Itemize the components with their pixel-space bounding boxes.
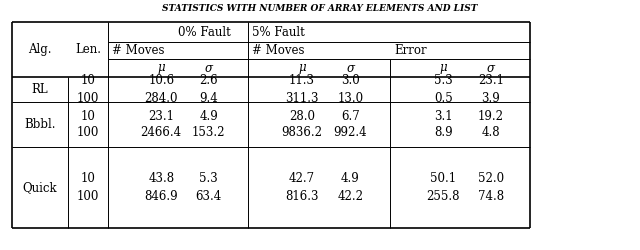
Text: 153.2: 153.2 [192, 126, 225, 140]
Text: Alg.: Alg. [28, 43, 52, 56]
Text: 10: 10 [81, 172, 95, 186]
Text: 3.0: 3.0 [341, 74, 360, 88]
Text: 100: 100 [77, 190, 99, 202]
Text: 10: 10 [81, 74, 95, 88]
Text: 74.8: 74.8 [477, 190, 504, 202]
Text: 100: 100 [77, 126, 99, 140]
Text: 992.4: 992.4 [333, 126, 367, 140]
Text: 13.0: 13.0 [337, 92, 364, 104]
Text: 6.7: 6.7 [341, 110, 360, 122]
Text: 50.1: 50.1 [430, 172, 456, 186]
Text: 63.4: 63.4 [196, 190, 222, 202]
Text: 284.0: 284.0 [145, 92, 178, 104]
Text: 4.9: 4.9 [200, 110, 218, 122]
Text: STATISTICS WITH NUMBER OF ARRAY ELEMENTS AND LIST: STATISTICS WITH NUMBER OF ARRAY ELEMENTS… [163, 4, 477, 13]
Text: 10: 10 [81, 110, 95, 122]
Text: # Moves: # Moves [112, 44, 164, 57]
Text: 9.4: 9.4 [200, 92, 218, 104]
Text: 2.6: 2.6 [200, 74, 218, 88]
Text: 42.7: 42.7 [289, 172, 315, 186]
Text: 42.2: 42.2 [337, 190, 364, 202]
Text: Error: Error [394, 44, 427, 57]
Text: 52.0: 52.0 [477, 172, 504, 186]
Text: Bbbl.: Bbbl. [24, 118, 56, 131]
Text: 2466.4: 2466.4 [141, 126, 182, 140]
Text: 10.6: 10.6 [148, 74, 174, 88]
Text: 28.0: 28.0 [289, 110, 315, 122]
Text: 11.3: 11.3 [289, 74, 315, 88]
Text: 8.9: 8.9 [434, 126, 452, 140]
Text: 23.1: 23.1 [478, 74, 504, 88]
Text: σ: σ [205, 62, 212, 74]
Text: 100: 100 [77, 92, 99, 104]
Text: 3.9: 3.9 [481, 92, 500, 104]
Text: 0% Fault: 0% Fault [178, 26, 231, 38]
Text: μ: μ [298, 62, 306, 74]
Text: σ: σ [487, 62, 495, 74]
Text: 816.3: 816.3 [285, 190, 319, 202]
Text: 0.5: 0.5 [434, 92, 452, 104]
Text: 311.3: 311.3 [285, 92, 319, 104]
Text: 846.9: 846.9 [145, 190, 178, 202]
Text: 4.9: 4.9 [341, 172, 360, 186]
Text: 43.8: 43.8 [148, 172, 174, 186]
Text: Len.: Len. [75, 43, 101, 56]
Text: σ: σ [346, 62, 355, 74]
Text: 3.1: 3.1 [434, 110, 452, 122]
Text: 4.8: 4.8 [481, 126, 500, 140]
Text: 5% Fault: 5% Fault [252, 26, 305, 38]
Text: 255.8: 255.8 [426, 190, 460, 202]
Text: Quick: Quick [22, 181, 58, 194]
Text: 19.2: 19.2 [478, 110, 504, 122]
Text: RL: RL [32, 83, 48, 96]
Text: 23.1: 23.1 [148, 110, 174, 122]
Text: # Moves: # Moves [252, 44, 305, 57]
Text: 9836.2: 9836.2 [282, 126, 323, 140]
Text: 5.3: 5.3 [200, 172, 218, 186]
Text: μ: μ [440, 62, 447, 74]
Text: μ: μ [157, 62, 165, 74]
Text: 5.3: 5.3 [434, 74, 452, 88]
